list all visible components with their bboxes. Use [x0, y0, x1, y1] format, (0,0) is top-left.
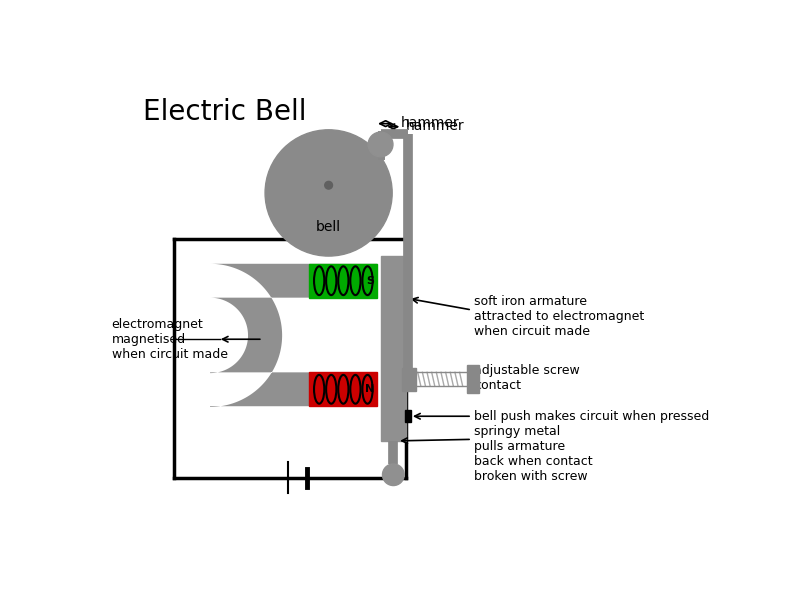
Bar [310, 264, 378, 298]
Text: Electric Bell: Electric Bell [142, 98, 306, 127]
Text: adjustable screw
contact: adjustable screw contact [474, 364, 580, 392]
Text: hammer: hammer [406, 119, 464, 133]
Text: S: S [366, 276, 374, 286]
Text: bell: bell [316, 220, 341, 234]
Circle shape [368, 132, 393, 157]
Bar [466, 365, 479, 393]
Bar [381, 256, 406, 441]
Circle shape [265, 130, 392, 256]
Circle shape [382, 464, 404, 485]
Text: electromagnet
magnetised
when circuit made: electromagnet magnetised when circuit ma… [112, 318, 228, 361]
Text: N: N [365, 384, 374, 394]
Text: hammer: hammer [401, 116, 459, 130]
Bar [405, 410, 410, 422]
Text: springy metal
pulls armature
back when contact
broken with screw: springy metal pulls armature back when c… [474, 425, 593, 484]
Circle shape [325, 181, 333, 189]
Text: soft iron armature
attracted to electromagnet
when circuit made: soft iron armature attracted to electrom… [474, 295, 645, 337]
Bar [402, 368, 416, 391]
Bar [310, 372, 378, 406]
Polygon shape [210, 264, 378, 407]
Text: bell push makes circuit when pressed: bell push makes circuit when pressed [474, 410, 710, 423]
